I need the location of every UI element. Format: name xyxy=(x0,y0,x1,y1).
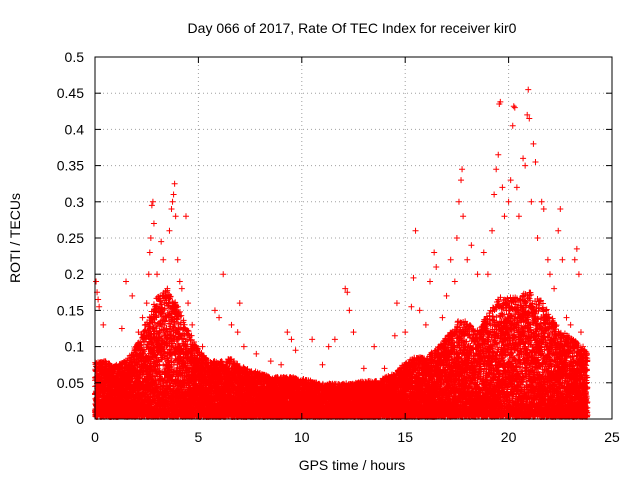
roti-chart: 0 5 10 15 20 2500.050.10.150.20.250.30.350.40… xyxy=(0,0,640,480)
